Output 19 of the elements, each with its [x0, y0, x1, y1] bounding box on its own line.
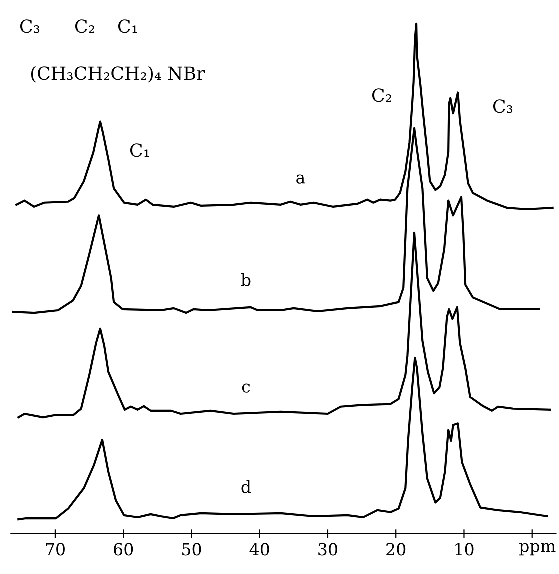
- series-label: d: [242, 480, 252, 494]
- x-axis-title: ppm: [520, 543, 556, 556]
- x-tick-label: 40: [250, 543, 270, 556]
- x-tick-label: 10: [456, 543, 474, 556]
- series-label: c: [242, 384, 250, 393]
- x-tick-label: 70: [46, 543, 65, 556]
- x-tick-label: 60: [114, 543, 134, 556]
- series-label: a: [296, 174, 306, 184]
- x-tick-label: 20: [386, 543, 406, 556]
- x-tick-label: 50: [182, 543, 202, 556]
- annotation: C₂: [75, 20, 94, 34]
- annotation: C₂: [372, 88, 392, 102]
- x-tick-label: 30: [318, 543, 338, 556]
- annotation: C₁: [118, 20, 138, 34]
- annotation: C₁: [130, 144, 150, 158]
- series-label: b: [241, 273, 251, 286]
- annotation: (CH₃CH₂CH₂)₄ NBr: [31, 66, 206, 83]
- annotation: C₃: [493, 100, 513, 114]
- annotation: C₃: [20, 20, 40, 34]
